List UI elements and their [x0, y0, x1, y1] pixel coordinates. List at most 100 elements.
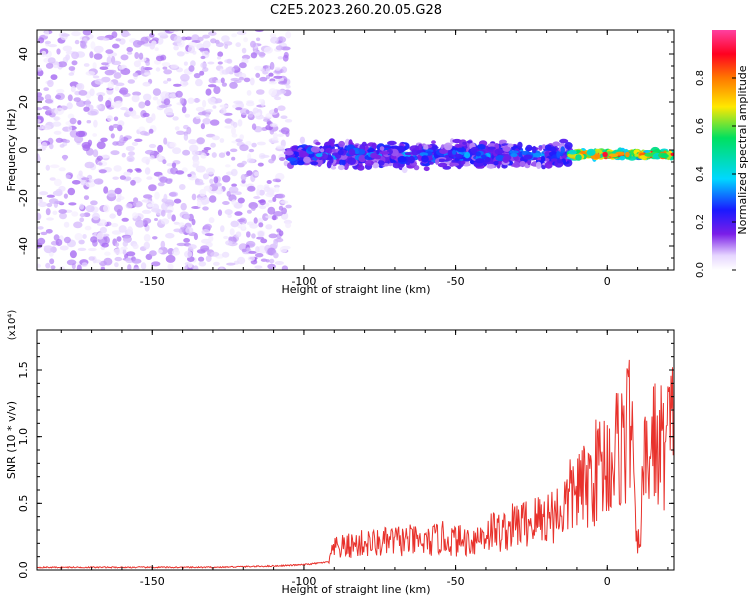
heatmap-cell: [256, 141, 266, 146]
heatmap-cell: [602, 151, 608, 158]
heatmap-cell: [275, 172, 285, 181]
heatmap-cell: [207, 61, 215, 65]
heatmap-cell: [171, 162, 177, 168]
heatmap-cell: [437, 162, 448, 168]
heatmap-cell: [224, 209, 233, 215]
heatmap-cell: [161, 202, 168, 211]
heatmap-cell: [507, 143, 514, 148]
heatmap-cell: [79, 213, 86, 218]
heatmap-cell: [85, 71, 96, 76]
heatmap-cell: [65, 174, 71, 179]
heatmap-cell: [152, 96, 159, 101]
heatmap-cell: [225, 67, 230, 75]
heatmap-cell: [281, 265, 288, 270]
y-tick-label: 20: [17, 95, 30, 109]
heatmap-cell: [460, 160, 466, 165]
heatmap-cell: [59, 245, 69, 251]
heatmap-cell: [37, 154, 41, 162]
heatmap-cell: [175, 170, 185, 175]
heatmap-cell: [107, 81, 115, 90]
heatmap-cell: [176, 51, 185, 57]
heatmap-cell: [147, 203, 155, 208]
heatmap-cell: [273, 75, 283, 79]
heatmap-cell: [83, 195, 90, 201]
heatmap-cell: [166, 78, 172, 82]
heatmap-cell: [182, 149, 191, 156]
heatmap-cell: [268, 72, 274, 77]
heatmap-cell: [241, 47, 247, 54]
heatmap-cell: [260, 238, 268, 244]
heatmap-cell: [276, 145, 286, 150]
heatmap-cell: [499, 139, 507, 144]
heatmap-cell: [103, 204, 110, 213]
heatmap-cell: [93, 119, 98, 128]
heatmap-cell: [270, 36, 279, 44]
heatmap-cell: [76, 100, 86, 107]
heatmap-cell: [37, 263, 41, 268]
heatmap-cell: [224, 118, 233, 124]
heatmap-cell: [183, 133, 189, 141]
heatmap-cell: [49, 177, 56, 181]
heatmap-cell: [265, 224, 273, 230]
heatmap-cell: [285, 222, 292, 229]
heatmap-cell: [247, 256, 255, 262]
heatmap-cell: [163, 98, 171, 106]
heatmap-cell: [493, 160, 500, 165]
heatmap-cell: [122, 248, 127, 255]
heatmap-cell: [37, 92, 43, 97]
heatmap-cell: [157, 32, 168, 37]
heatmap-cell: [99, 66, 109, 70]
colorbar-label: Normalized spectral amplitude: [736, 65, 749, 234]
x-tick-label: -150: [140, 275, 165, 288]
heatmap-cell: [455, 153, 463, 159]
heatmap-cell: [494, 148, 504, 155]
heatmap-cell: [237, 197, 245, 204]
heatmap-cell: [70, 85, 76, 93]
heatmap-cell: [170, 64, 179, 69]
heatmap-cell: [233, 80, 242, 83]
heatmap-cell: [532, 152, 542, 158]
heatmap-cell: [211, 152, 217, 158]
heatmap-cell: [202, 34, 211, 39]
heatmap-cell: [517, 141, 523, 149]
heatmap-cell: [246, 209, 252, 214]
heatmap-cell: [120, 68, 131, 75]
heatmap-cell: [123, 171, 132, 176]
heatmap-cell: [46, 202, 53, 208]
snr-panel: -150 -100 -50 0 0.0 0.5 1.0 1.5 Height of strai…: [5, 310, 675, 596]
heatmap-cell: [96, 104, 102, 110]
heatmap-cell: [133, 60, 141, 68]
heatmap-cell: [183, 214, 190, 220]
heatmap-cell: [208, 31, 217, 36]
heatmap-cell: [207, 97, 216, 103]
heatmap-cell: [140, 130, 148, 136]
heatmap-cell: [165, 254, 176, 263]
heatmap-cell: [183, 61, 188, 66]
heatmap-cell: [157, 249, 163, 254]
heatmap-cell: [146, 176, 153, 180]
heatmap-cell: [303, 156, 311, 164]
heatmap-cell: [233, 65, 239, 71]
heatmap-cell: [55, 94, 62, 100]
heatmap-cell: [253, 217, 258, 224]
heatmap-cell: [205, 167, 215, 175]
heatmap-cell: [193, 73, 201, 79]
heatmap-cell: [112, 176, 119, 180]
heatmap-cell: [78, 239, 85, 245]
heatmap-cell: [188, 139, 197, 145]
heatmap-cell: [184, 250, 193, 258]
heatmap-cell: [231, 156, 236, 161]
heatmap-cell: [273, 107, 279, 113]
heatmap-cell: [325, 147, 333, 154]
heatmap-cell: [47, 44, 58, 48]
heatmap-cell: [265, 259, 270, 263]
heatmap-cell: [466, 140, 473, 144]
heatmap-cell: [235, 42, 241, 48]
heatmap-cell: [246, 158, 255, 164]
heatmap-cell: [213, 86, 221, 95]
heatmap-cell: [63, 221, 70, 228]
heatmap-cell: [106, 56, 112, 65]
heatmap-cell: [113, 248, 124, 255]
heatmap-cell: [187, 267, 193, 270]
snr-series-line: [37, 359, 674, 569]
